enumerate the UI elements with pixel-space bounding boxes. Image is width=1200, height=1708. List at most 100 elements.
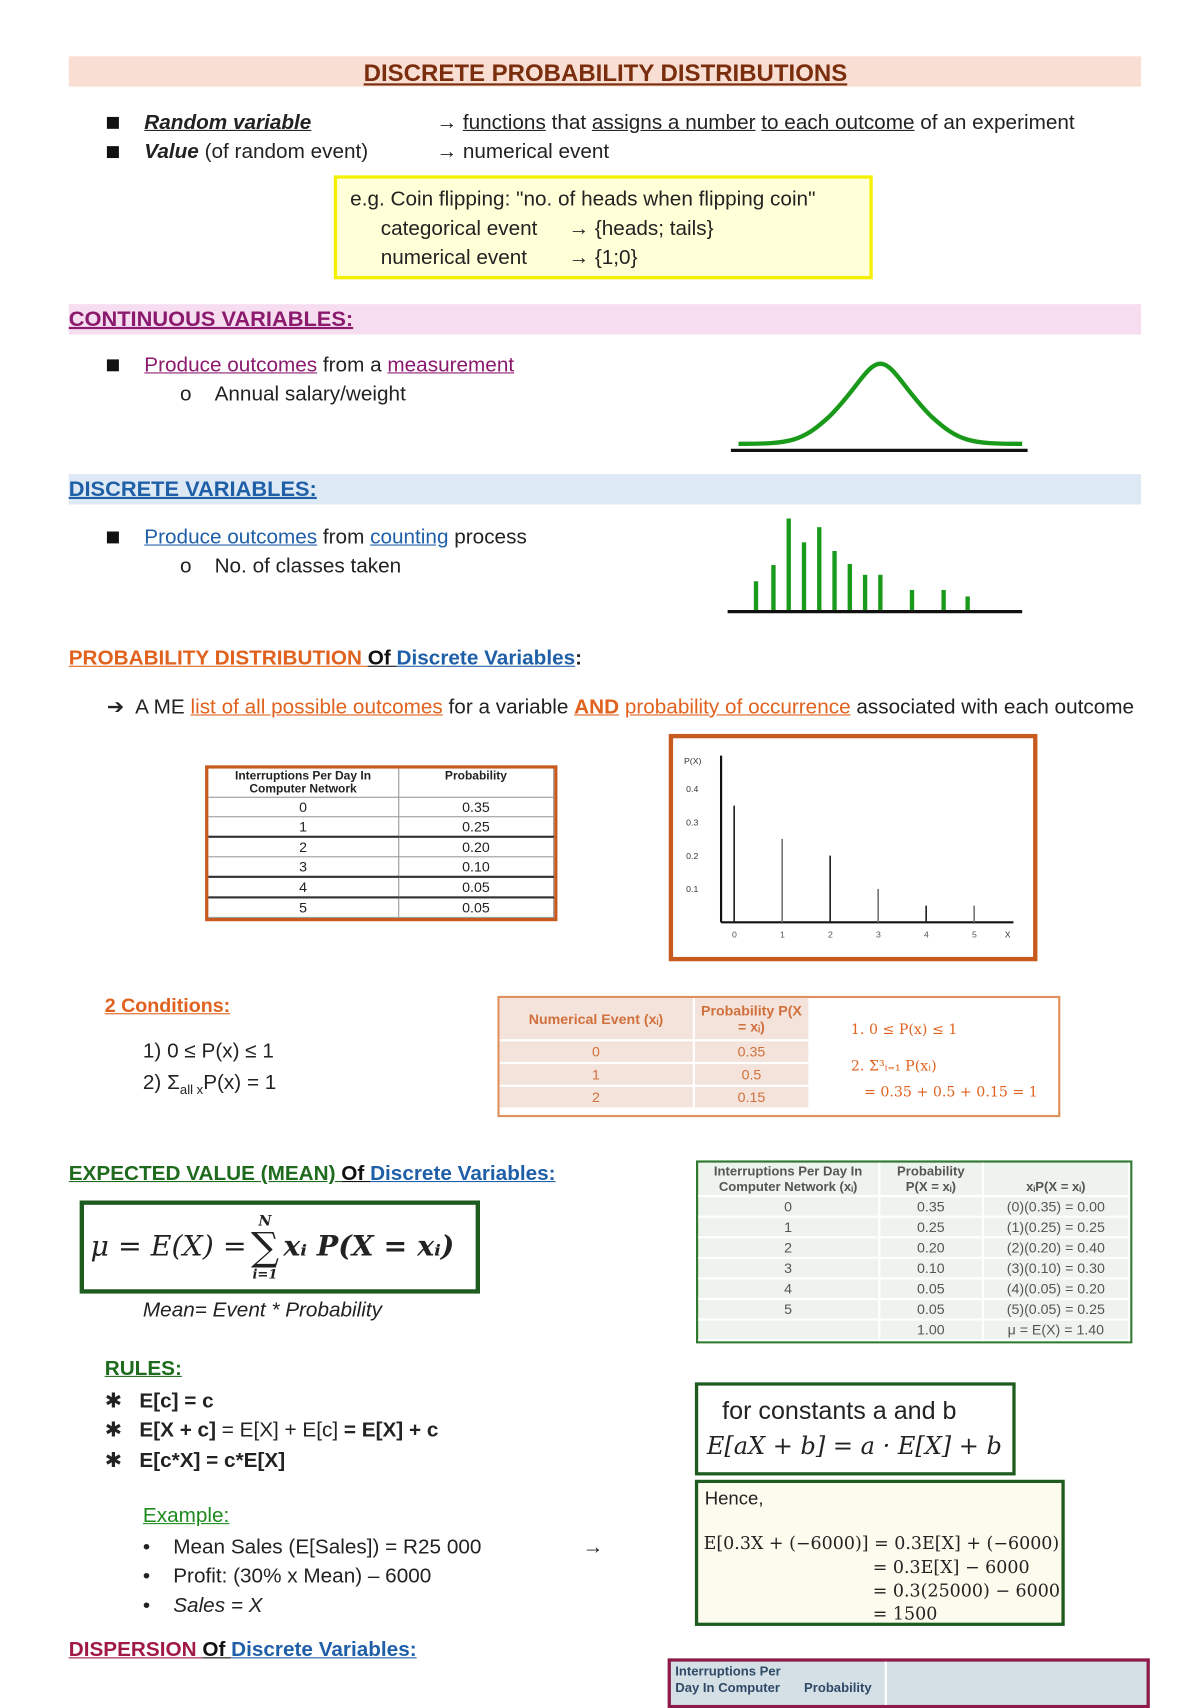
text: assigns a number bbox=[591, 111, 756, 135]
intro-item: Value (of random event) bbox=[106, 141, 368, 165]
text: associated with each outcome bbox=[850, 696, 1135, 719]
list-item: • Mean Sales (E[Sales]) = R25 000 bbox=[142, 1536, 482, 1559]
table-cell: 5 bbox=[698, 1299, 881, 1321]
table-cell: 0.25 bbox=[879, 1216, 984, 1239]
expected-value-table: Interruptions Per Day In Computer Networ… bbox=[695, 1160, 1133, 1344]
table-cell: 0 bbox=[499, 1040, 695, 1065]
column-header: Probability P(X = xᵢ) bbox=[693, 998, 811, 1042]
column-header: Probability P(X = xᵢ) bbox=[879, 1162, 984, 1198]
table-cell: 0.35 bbox=[693, 1040, 811, 1065]
probability-chart: P(X) 0.1 0.2 0.3 0.4 0 1 2 3 4 5 X bbox=[668, 733, 1038, 962]
table-row: 0 0.35 (0)(0.35) = 0.00 bbox=[698, 1196, 1131, 1218]
intro-item: Random variable bbox=[106, 111, 312, 135]
text: Profit: (30% x Mean) – 6000 bbox=[173, 1565, 432, 1589]
table-cell: (2)(0.20) = 0.40 bbox=[982, 1237, 1131, 1259]
text: Of bbox=[202, 1638, 232, 1662]
text: E[X + c] bbox=[139, 1419, 216, 1442]
table-row: 1.00 μ = E(X) = 1.40 bbox=[698, 1319, 1131, 1342]
example-heading: Example: bbox=[142, 1504, 230, 1528]
table-row: 0 0.35 bbox=[499, 1040, 811, 1065]
bullet-item: Produce outcomes from a measurement bbox=[106, 354, 514, 378]
bullet-item: Produce outcomes from counting process bbox=[106, 526, 527, 550]
star-bullet-icon: ✱ bbox=[104, 1449, 123, 1473]
table-row: 2 0.15 bbox=[499, 1085, 811, 1110]
column-header: Interruptions Per Day In Computer Networ… bbox=[208, 768, 399, 798]
text: 2. Σ³ᵢ₌₁ P(xᵢ) bbox=[850, 1058, 937, 1075]
table-cell: 0 bbox=[208, 797, 399, 818]
dispersion-table: Interruptions Per Day In Computer Probab… bbox=[667, 1658, 1150, 1708]
page-title: DISCRETE PROBABILITY DISTRIBUTIONS bbox=[363, 59, 848, 87]
section-heading: PROBABILITY DISTRIBUTION Of Discrete Var… bbox=[69, 647, 582, 671]
x-tick-label: 5 bbox=[972, 929, 977, 939]
y-tick-label: 0.1 bbox=[686, 884, 698, 894]
divider bbox=[884, 1661, 887, 1705]
arrow-icon: ➔ bbox=[106, 696, 125, 719]
table-cell: 0.10 bbox=[398, 856, 555, 878]
table-cell: 0.05 bbox=[879, 1299, 984, 1321]
table-cell bbox=[698, 1319, 881, 1342]
text: N bbox=[258, 1212, 272, 1230]
hence-box: Hence, E[0.3X + (−6000)] = 0.3E[X] + (−6… bbox=[694, 1479, 1065, 1626]
continuous-band bbox=[68, 304, 1142, 335]
text: EXPECTED VALUE (MEAN) bbox=[68, 1162, 342, 1186]
column-header: Interruptions Per Day In Computer Networ… bbox=[698, 1162, 881, 1198]
text: counting bbox=[370, 526, 449, 549]
constants-box: for constants a and b E[aX + b] = a · E[… bbox=[694, 1382, 1016, 1476]
table-cell: 1 bbox=[208, 816, 399, 838]
text: → {heads; tails} bbox=[568, 217, 714, 241]
discrete-band bbox=[68, 474, 1142, 505]
column-header: Probability bbox=[803, 1680, 872, 1696]
y-tick-label: 0.3 bbox=[686, 818, 698, 828]
bullet-icon bbox=[106, 116, 119, 129]
text: Discrete Variables: bbox=[370, 1162, 556, 1186]
text: that bbox=[545, 111, 592, 135]
arrow-icon: → bbox=[436, 140, 458, 164]
section-heading: EXPECTED VALUE (MEAN) Of Discrete Variab… bbox=[69, 1163, 556, 1187]
sigma-icon: ∑ bbox=[250, 1224, 279, 1270]
intro-definition: → numerical event bbox=[436, 141, 609, 165]
section-heading: DISCRETE VARIABLES: bbox=[68, 477, 317, 502]
table-row: 1 0.25 bbox=[208, 816, 555, 838]
table-cell: (0)(0.35) = 0.00 bbox=[982, 1196, 1131, 1218]
sub-item: o No. of classes taken bbox=[179, 555, 402, 579]
table-cell: 1.00 bbox=[879, 1319, 984, 1342]
table-cell: 0.20 bbox=[398, 836, 555, 858]
list-item: • Profit: (30% x Mean) – 6000 bbox=[142, 1565, 432, 1589]
table-cell: 2 bbox=[698, 1237, 881, 1259]
column-header: Probability bbox=[398, 768, 555, 798]
text: Annual salary/weight bbox=[214, 383, 406, 406]
table-row: 2 0.20 (2)(0.20) = 0.40 bbox=[698, 1237, 1131, 1259]
term: Random variable bbox=[144, 111, 312, 135]
arrow-icon: → bbox=[436, 111, 458, 135]
bullet-icon bbox=[106, 146, 119, 159]
summation: N ∑ i=1 bbox=[251, 1214, 279, 1280]
text: PROBABILITY DISTRIBUTION bbox=[68, 647, 368, 671]
y-tick-label: 0.2 bbox=[686, 851, 698, 861]
text: functions bbox=[462, 111, 546, 135]
table-cell: (3)(0.10) = 0.30 bbox=[982, 1257, 1131, 1280]
text: DISPERSION bbox=[68, 1638, 203, 1662]
condition: 2) Σall xP(x) = 1 bbox=[143, 1072, 276, 1098]
table-cell: 3 bbox=[698, 1257, 881, 1280]
table-cell: 0.05 bbox=[398, 876, 555, 899]
x-tick-label: 4 bbox=[924, 929, 929, 939]
table-cell: 4 bbox=[698, 1278, 881, 1301]
text: i=1 bbox=[252, 1265, 278, 1282]
table-cell: 3 bbox=[208, 856, 399, 878]
text: No. of classes taken bbox=[214, 555, 402, 579]
table-cell: 0.15 bbox=[693, 1085, 811, 1110]
text: Of bbox=[367, 647, 397, 671]
text: E[aX + b] = a · E[X] + b bbox=[706, 1433, 1002, 1461]
text: process bbox=[448, 526, 527, 549]
condition: 1) 0 ≤ P(x) ≤ 1 bbox=[142, 1040, 274, 1064]
section-heading: RULES: bbox=[104, 1357, 182, 1381]
column-header: Interruptions Per Day In Computer bbox=[675, 1663, 781, 1696]
star-bullet-icon: ✱ bbox=[104, 1419, 123, 1442]
conditions-table: Numerical Event (xᵢ) Probability P(X = xᵢ… bbox=[497, 995, 1061, 1118]
text: : bbox=[575, 647, 583, 671]
table-cell: 0.10 bbox=[879, 1257, 984, 1280]
table-cell: μ = E(X) = 1.40 bbox=[982, 1319, 1131, 1342]
title-band bbox=[68, 56, 1142, 87]
rule: ✱ E[c] = c bbox=[105, 1389, 214, 1414]
table-row: 3 0.10 bbox=[208, 856, 555, 878]
